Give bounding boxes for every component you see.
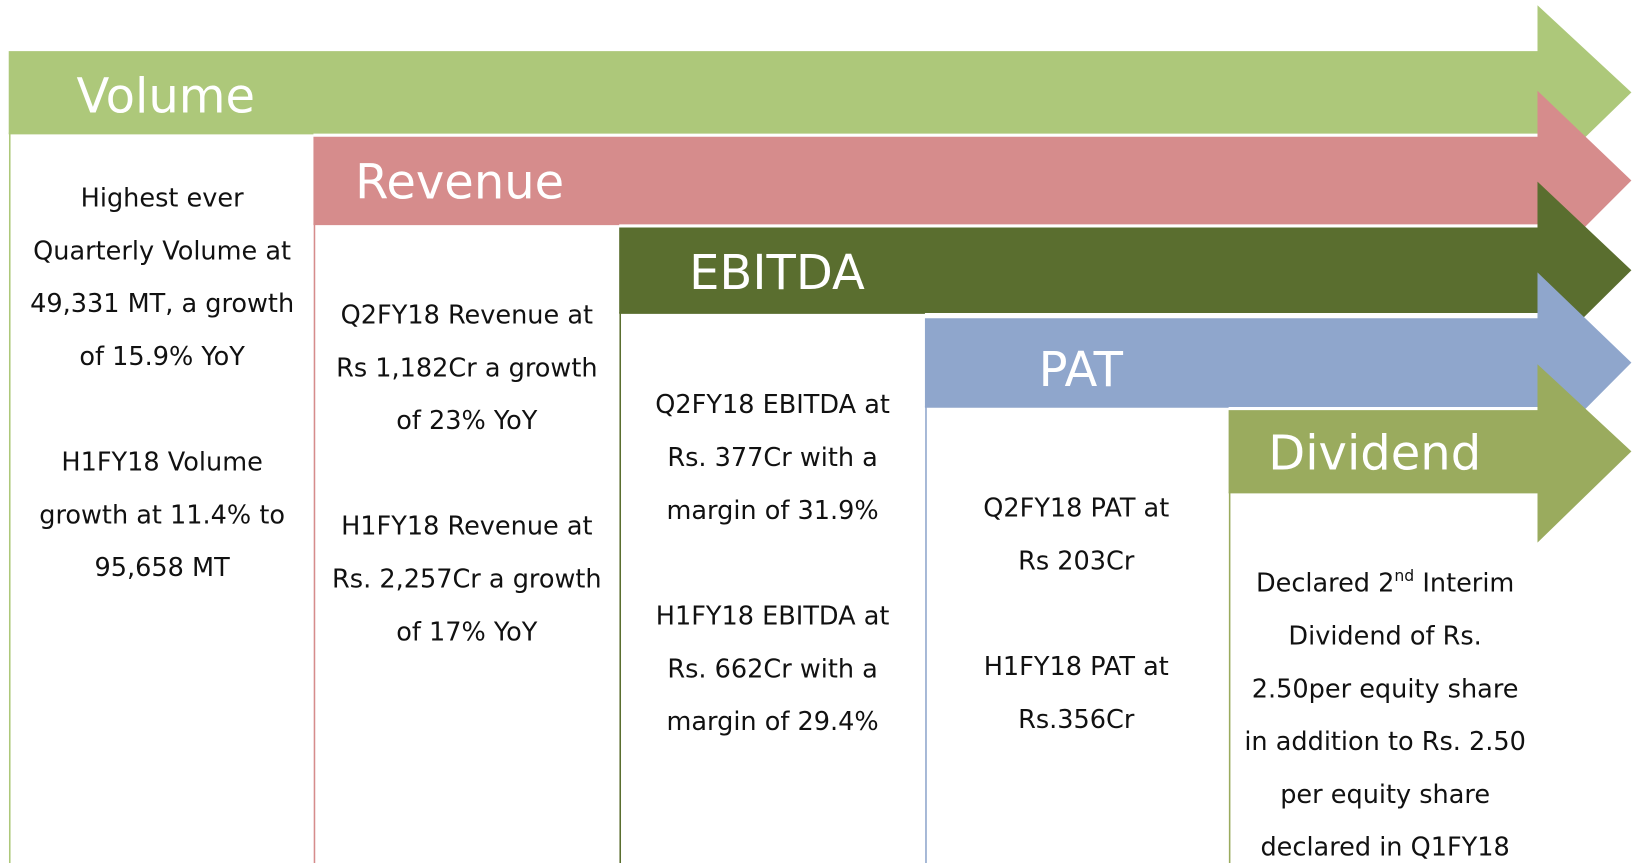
column-title: PAT: [1039, 342, 1124, 398]
arrow: [1228, 364, 1632, 543]
column-title: Dividend: [1268, 426, 1481, 482]
arrow: [619, 181, 1632, 364]
body-line: per equity share: [1280, 780, 1490, 810]
body-line: Q2FY18 EBITDA at: [655, 390, 890, 420]
arrow: [313, 90, 1632, 275]
body-line: of 17% YoY: [396, 617, 537, 647]
column-box: [924, 406, 1229, 863]
column-box: [619, 313, 925, 863]
superscript: nd: [1394, 566, 1414, 585]
body-line: Q2FY18 Revenue at: [341, 300, 593, 330]
body-line: margin of 31.9%: [667, 496, 879, 526]
body-line: Dividend of Rs.: [1288, 621, 1481, 651]
body-line: of 23% YoY: [396, 406, 537, 436]
body-line: Rs. 377Cr with a: [667, 443, 878, 473]
body-line: declared in Q1FY18: [1260, 833, 1509, 863]
body-line: Q2FY18 PAT at: [983, 494, 1169, 524]
column-title: Volume: [77, 69, 256, 125]
column-box: [1228, 492, 1538, 863]
text-part: Declared 2: [1256, 569, 1394, 599]
body-line: 49,331 MT, a growth: [30, 289, 294, 319]
body-line: growth at 11.4% to: [39, 500, 285, 530]
column-box: [8, 133, 314, 863]
column-title: EBITDA: [689, 245, 865, 301]
body-line: Quarterly Volume at: [33, 236, 291, 266]
body-line: 2.50per equity share: [1252, 674, 1519, 704]
body-line: H1FY18 Volume: [61, 448, 262, 478]
body-line: H1FY18 EBITDA at: [656, 601, 890, 631]
body-line: Rs 1,182Cr a growth: [336, 353, 597, 383]
body-line: H1FY18 PAT at: [984, 652, 1169, 682]
column-box: [313, 224, 620, 863]
body-line: Rs. 2,257Cr a growth: [332, 565, 602, 595]
body-line: 95,658 MT: [95, 553, 231, 583]
body-line: H1FY18 Revenue at: [341, 512, 592, 542]
body-line: in addition to Rs. 2.50: [1244, 727, 1526, 757]
body-line: Rs. 662Cr with a: [667, 654, 878, 684]
column-title: Revenue: [355, 154, 564, 210]
arrow: [924, 272, 1632, 458]
body-line: Highest ever: [81, 184, 244, 214]
body-line: Rs 203Cr: [1018, 546, 1135, 576]
body-line: Declared 2nd Interim: [1256, 566, 1514, 598]
arrow: [8, 5, 1632, 184]
body-line: margin of 29.4%: [667, 707, 879, 737]
body-line: Rs.356Cr: [1018, 705, 1135, 735]
body-line: of 15.9% YoY: [79, 342, 245, 372]
text-part: Interim: [1414, 569, 1514, 599]
